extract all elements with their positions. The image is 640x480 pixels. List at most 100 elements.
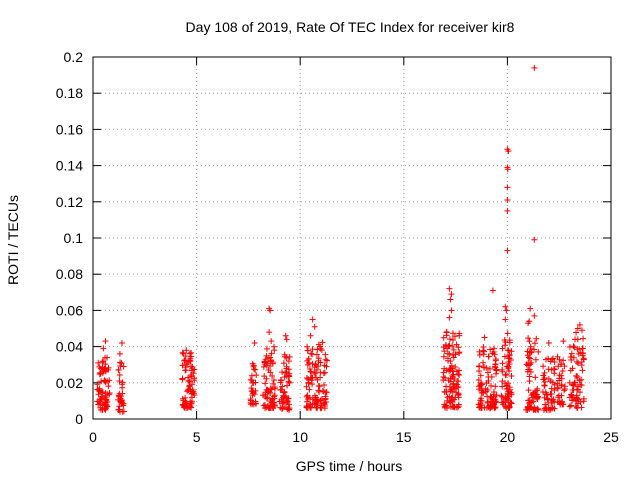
data-point [568, 392, 575, 399]
data-point [440, 377, 447, 384]
data-point [260, 363, 267, 370]
data-point [580, 398, 587, 405]
data-point [504, 330, 511, 337]
data-point [191, 377, 198, 384]
data-point [449, 337, 456, 344]
data-point [249, 400, 256, 407]
data-point [526, 338, 533, 345]
data-point [478, 402, 485, 409]
data-point [440, 353, 447, 360]
data-point [504, 166, 511, 173]
data-point [303, 393, 310, 400]
data-point [120, 408, 127, 415]
data-point [501, 336, 508, 343]
data-point [267, 389, 274, 396]
data-point [269, 405, 276, 412]
data-point [545, 366, 552, 373]
data-point [541, 394, 548, 401]
data-point [320, 370, 327, 377]
data-point [484, 369, 491, 376]
data-point [94, 381, 101, 388]
data-point [262, 380, 269, 387]
data-point [278, 386, 285, 393]
data-point [578, 327, 585, 334]
data-point [319, 339, 326, 346]
data-point [502, 372, 509, 379]
data-point [481, 334, 488, 341]
data-point [551, 387, 558, 394]
data-point [533, 387, 540, 394]
plot-frame [92, 56, 612, 420]
data-point [454, 404, 461, 411]
data-point [455, 371, 462, 378]
data-point [248, 385, 255, 392]
data-point [508, 348, 515, 355]
data-point [504, 395, 511, 402]
data-point [499, 368, 506, 375]
data-point [279, 383, 286, 390]
data-point [179, 375, 186, 382]
data-point [247, 397, 254, 404]
data-point [503, 307, 510, 314]
data-point [528, 392, 535, 399]
data-point [503, 371, 510, 378]
data-point [504, 207, 511, 214]
data-point [179, 362, 186, 369]
data-point [97, 406, 104, 413]
y-tick-label: 0.04 [56, 339, 83, 355]
data-point [280, 392, 287, 399]
data-point [566, 403, 573, 410]
data-point [102, 361, 109, 368]
x-tick-label: 10 [292, 429, 308, 445]
data-point [452, 351, 459, 358]
data-point [303, 404, 310, 411]
data-point [317, 343, 324, 350]
data-point [535, 348, 542, 355]
data-point [321, 382, 328, 389]
data-point [455, 394, 462, 401]
data-point [252, 387, 259, 394]
x-axis-label: GPS time / hours [296, 458, 403, 474]
y-tick-label: 0.06 [56, 302, 83, 318]
data-point [444, 345, 451, 352]
data-point [95, 359, 102, 366]
data-point [573, 329, 580, 336]
data-point [449, 330, 456, 337]
data-point [120, 402, 127, 409]
data-point [502, 303, 509, 310]
data-point [444, 397, 451, 404]
data-point [499, 360, 506, 367]
data-point [574, 325, 581, 332]
data-point [441, 388, 448, 395]
data-point [98, 378, 105, 385]
y-tick-label: 0.1 [64, 230, 84, 246]
y-tick-label: 0.08 [56, 266, 83, 282]
data-point [579, 367, 586, 374]
data-point [489, 350, 496, 357]
data-point [102, 392, 109, 399]
data-point [548, 385, 555, 392]
data-point [556, 372, 563, 379]
data-point [526, 378, 533, 385]
data-point [507, 399, 514, 406]
data-point [106, 377, 113, 384]
data-point [505, 359, 512, 366]
data-point [188, 363, 195, 370]
data-point [263, 375, 270, 382]
data-point [504, 184, 511, 191]
y-tick-label: 0.2 [64, 49, 84, 65]
data-point [554, 380, 561, 387]
data-point [249, 360, 256, 367]
data-point [547, 358, 554, 365]
data-point [548, 399, 555, 406]
data-point [100, 368, 107, 375]
data-point [317, 374, 324, 381]
data-point [446, 368, 453, 375]
data-point [268, 350, 275, 357]
grid-lines [93, 57, 611, 419]
data-point [117, 398, 124, 405]
data-point [531, 64, 538, 71]
data-point [253, 372, 260, 379]
data-point [568, 357, 575, 364]
data-point [283, 399, 290, 406]
